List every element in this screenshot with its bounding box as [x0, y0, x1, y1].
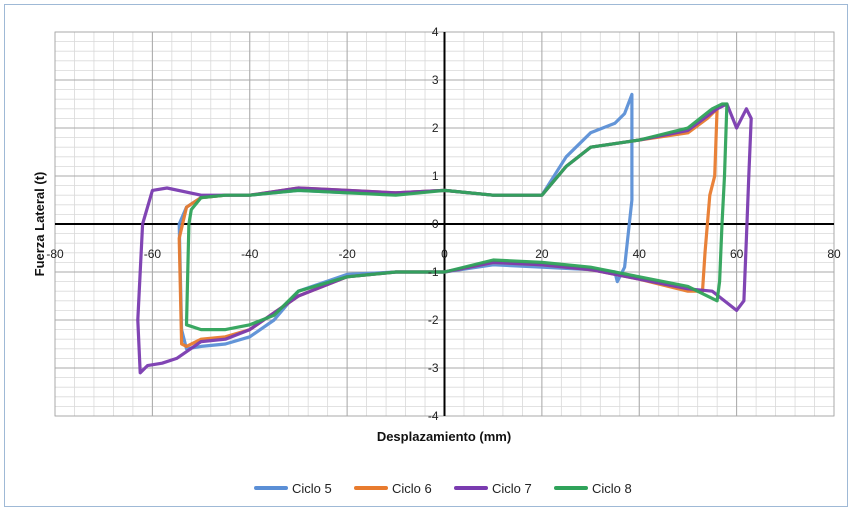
y-axis-label: Fuerza Lateral (t) — [32, 172, 47, 277]
y-tick-label: 2 — [432, 121, 439, 135]
series-line-ciclo-7 — [136, 102, 753, 375]
x-tick-label: -20 — [338, 247, 356, 261]
axes — [55, 32, 834, 416]
x-tick-label: 60 — [730, 247, 744, 261]
y-tick-label: 0 — [432, 217, 439, 231]
legend: Ciclo 5 Ciclo 6 Ciclo 7 Ciclo 8 — [254, 481, 632, 496]
legend-label-ciclo-7: Ciclo 7 — [492, 481, 532, 496]
y-tick-label: 1 — [432, 169, 439, 183]
x-tick-label: 40 — [633, 247, 647, 261]
y-tick-label: 4 — [432, 25, 439, 39]
x-tick-label: -80 — [46, 247, 64, 261]
x-axis-label: Desplazamiento (mm) — [377, 429, 511, 444]
series-lines — [136, 92, 753, 375]
y-tick-label: -1 — [428, 265, 439, 279]
y-tick-label: -2 — [428, 313, 439, 327]
legend-label-ciclo-8: Ciclo 8 — [592, 481, 632, 496]
legend-label-ciclo-5: Ciclo 5 — [292, 481, 332, 496]
x-tick-label: 80 — [827, 247, 841, 261]
y-tick-label: -4 — [428, 409, 439, 423]
legend-label-ciclo-6: Ciclo 6 — [392, 481, 432, 496]
series-line-ciclo-8 — [184, 102, 729, 332]
y-tick-label: 3 — [432, 73, 439, 87]
x-tick-label: -60 — [144, 247, 162, 261]
y-tick-label: -3 — [428, 361, 439, 375]
x-tick-label: 20 — [535, 247, 549, 261]
x-tick-label: -40 — [241, 247, 259, 261]
x-tick-label: 0 — [441, 247, 448, 261]
